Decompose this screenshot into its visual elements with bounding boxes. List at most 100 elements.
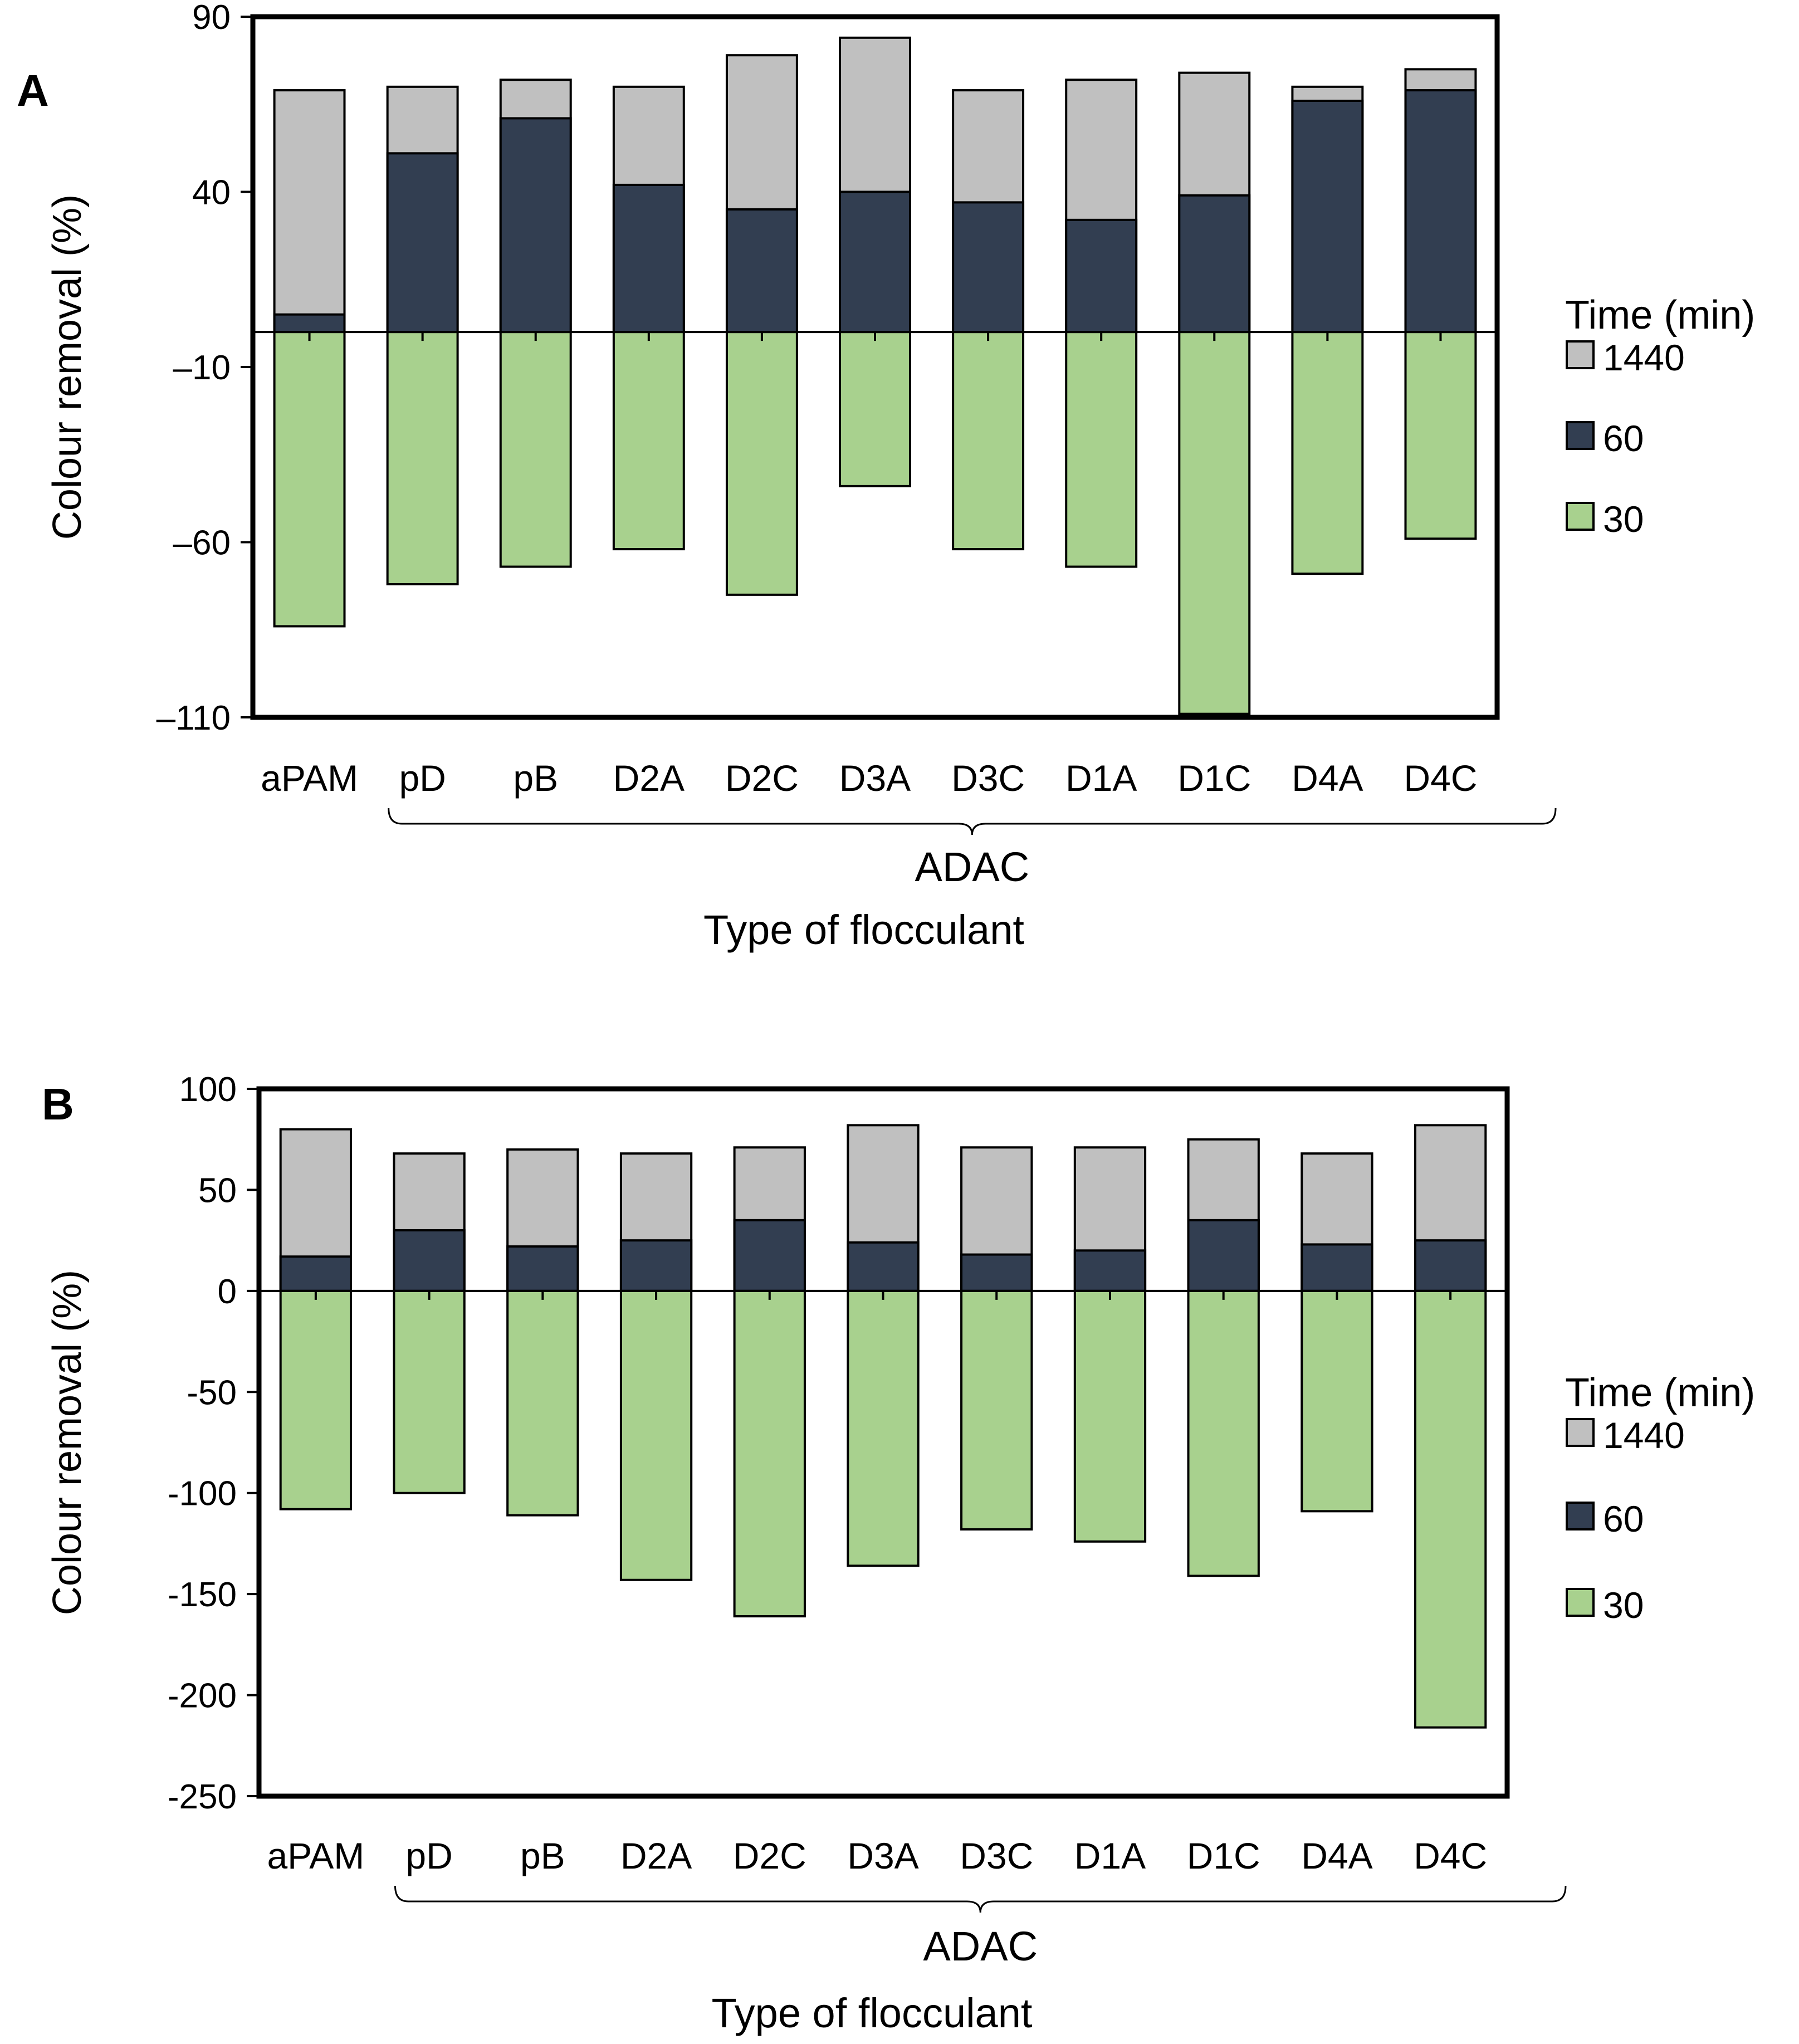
y-tick-label: –110 (157, 699, 231, 737)
y-axis-label: Colour removal (%) (45, 1270, 90, 1615)
category-label-D2A: D2A (613, 757, 685, 799)
y-tick-label: -100 (168, 1475, 237, 1513)
bar-60-D3C (952, 201, 1025, 334)
bar-60-aPAM (273, 313, 346, 334)
bar-60-D4C (1414, 1239, 1487, 1292)
legend-title: Time (min) (1565, 1371, 1755, 1415)
bar-30-aPAM (279, 1289, 353, 1510)
category-label-D4C: D4C (1404, 757, 1477, 799)
category-label-pD: pD (405, 1835, 452, 1876)
y-tick-label: –60 (173, 524, 231, 563)
legend-label-60: 60 (1603, 418, 1644, 459)
legend-label-30: 30 (1603, 1585, 1644, 1626)
legend-title: Time (min) (1565, 293, 1755, 338)
bar-60-D1A (1065, 218, 1138, 334)
bar-1440-aPAM (273, 89, 346, 334)
category-label-D1C: D1C (1177, 757, 1251, 799)
bar-60-D4A (1291, 99, 1364, 334)
group-label-adac: ADAC (915, 844, 1030, 890)
bar-60-pD (386, 152, 459, 334)
bar-30-aPAM (273, 331, 346, 628)
bar-30-D2C (733, 1289, 806, 1618)
bar-30-D3C (952, 331, 1025, 551)
bar-60-D2C (725, 208, 798, 334)
category-label-D3A: D3A (839, 757, 911, 799)
bar-30-D1A (1065, 331, 1138, 568)
legend-label-1440: 1440 (1603, 337, 1685, 378)
bar-60-pD (393, 1229, 466, 1292)
y-tick-label: 40 (192, 174, 231, 212)
y-tick-label: -250 (168, 1778, 237, 1816)
bar-30-D2A (619, 1289, 693, 1581)
bar-60-D1A (1073, 1249, 1147, 1292)
legend-swatch-1440 (1566, 340, 1595, 369)
legend-swatch-30 (1566, 502, 1595, 531)
bar-60-D4A (1301, 1243, 1373, 1292)
bar-30-D4C (1414, 1289, 1487, 1729)
y-tick-label: 0 (218, 1273, 237, 1311)
bar-30-D4A (1291, 331, 1364, 575)
category-label-aPAM: aPAM (261, 757, 358, 799)
category-label-D2A: D2A (620, 1835, 692, 1876)
bar-60-D3C (960, 1253, 1033, 1292)
y-tick-label: -150 (168, 1576, 237, 1614)
category-label-D1A: D1A (1074, 1835, 1146, 1876)
y-axis-label: Colour removal (%) (45, 194, 90, 540)
category-label-D3A: D3A (847, 1835, 918, 1876)
bar-60-D3A (847, 1241, 920, 1292)
x-axis-label: Type of flocculant (712, 1990, 1033, 2036)
bar-60-D1C (1187, 1219, 1260, 1292)
legend-label-60: 60 (1603, 1498, 1644, 1539)
panel-label: B (42, 1079, 74, 1129)
category-label-D1A: D1A (1065, 757, 1137, 799)
category-label-D3C: D3C (960, 1835, 1033, 1876)
category-label-D2C: D2C (733, 1835, 806, 1876)
category-label-D3C: D3C (951, 757, 1025, 799)
bar-60-pB (506, 1245, 579, 1292)
legend-label-30: 30 (1603, 498, 1644, 540)
x-axis-label: Type of flocculant (703, 907, 1024, 953)
bar-60-pB (499, 117, 572, 334)
legend-swatch-30 (1566, 1588, 1595, 1617)
plot-frame (250, 14, 1500, 720)
bar-30-pB (499, 331, 572, 568)
bar-30-D1C (1187, 1289, 1260, 1577)
legend-swatch-1440 (1566, 1418, 1595, 1447)
bar-30-pD (393, 1289, 466, 1494)
adac-brace (388, 808, 1557, 835)
y-tick-label: 90 (192, 0, 231, 37)
bar-60-D2A (619, 1239, 693, 1292)
adac-brace (394, 1885, 1567, 1913)
bar-60-D3A (839, 190, 911, 334)
category-label-pB: pB (520, 1835, 565, 1876)
chart-panel-b: B Colour removal (%) 100 50 0 -50 -100 -150 -200… (42, 1070, 1755, 2036)
category-label-pB: pB (513, 757, 558, 799)
bar-30-D3A (839, 331, 911, 487)
bar-30-D2A (612, 331, 685, 551)
y-tick-label: 50 (198, 1171, 237, 1210)
category-label-D4A: D4A (1301, 1835, 1372, 1876)
legend-swatch-60 (1566, 1502, 1595, 1530)
bar-30-pB (506, 1289, 579, 1517)
category-label-aPAM: aPAM (267, 1835, 364, 1876)
category-label-D2C: D2C (725, 757, 799, 799)
bar-30-D2C (725, 331, 798, 596)
panel-label: A (17, 66, 49, 115)
bar-60-D2A (612, 183, 685, 334)
category-label-pD: pD (399, 757, 446, 799)
bar-60-aPAM (279, 1255, 353, 1292)
y-tick-label: -200 (168, 1677, 237, 1715)
category-label-D1C: D1C (1187, 1835, 1260, 1876)
bar-30-pD (386, 331, 459, 585)
chart-panel-a: A Colour removal (%) 90 40 –10 –60 –110 aPAM pD p… (17, 0, 1755, 953)
category-label-D4C: D4C (1414, 1835, 1487, 1876)
bar-60-D2C (733, 1219, 806, 1292)
category-label-D4A: D4A (1292, 757, 1363, 799)
y-tick-label: 100 (179, 1070, 237, 1109)
bar-30-D3A (847, 1289, 920, 1567)
bar-60-D1C (1178, 194, 1251, 334)
bar-30-D3C (960, 1289, 1033, 1531)
legend-label-1440: 1440 (1603, 1415, 1685, 1456)
y-tick-label: -50 (187, 1373, 237, 1412)
